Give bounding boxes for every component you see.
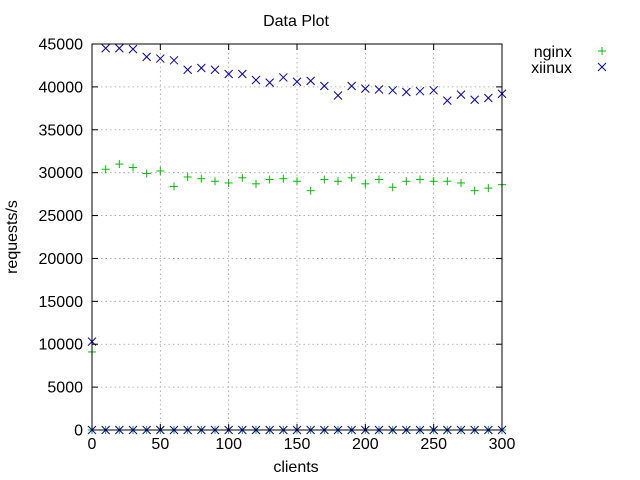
y-tick-label: 40000 — [39, 79, 84, 96]
x-tick-label: 300 — [489, 436, 516, 453]
data-point-xiinux — [183, 65, 193, 75]
data-point-nginx — [320, 175, 329, 184]
data-point-nginx — [293, 177, 301, 186]
y-tick-label: 25000 — [39, 208, 84, 225]
data-point-xiinux — [142, 52, 152, 62]
grid-lines — [92, 44, 502, 430]
data-point-xiinux — [401, 87, 411, 97]
y-tick-label: 30000 — [39, 165, 84, 182]
x-tick-label: 50 — [151, 436, 169, 453]
legend-label: xiinux — [531, 60, 572, 77]
data-point-nginx — [183, 172, 192, 181]
data-point-xiinux — [429, 85, 439, 95]
x-axis-label: clients — [273, 459, 318, 476]
data-point-nginx — [347, 173, 356, 182]
data-point-nginx — [197, 174, 206, 183]
y-tick-label: 35000 — [39, 122, 84, 139]
data-point-nginx — [238, 173, 247, 182]
data-point-xiinux — [415, 86, 425, 96]
data-point-xiinux — [155, 54, 165, 63]
data-point-xiinux — [347, 81, 357, 91]
data-point-xiinux — [306, 76, 316, 86]
data-point-nginx — [224, 178, 233, 187]
data-point-nginx — [443, 177, 452, 186]
x-tick-labels: 0 50 100 150 200 250 300 — [88, 436, 516, 453]
data-point-xiinux — [224, 69, 234, 79]
data-point-xiinux — [114, 43, 124, 53]
x-tick-label: 150 — [284, 436, 311, 453]
data-point-nginx — [470, 186, 479, 195]
data-point-xiinux — [196, 63, 206, 73]
data-point-xiinux — [128, 44, 138, 54]
data-point-xiinux — [237, 69, 247, 79]
x-tick-label: 0 — [88, 436, 97, 453]
data-point-xiinux — [442, 96, 452, 105]
data-point-nginx — [265, 175, 274, 184]
data-point-xiinux — [101, 43, 111, 53]
x-tick-label: 100 — [215, 436, 242, 453]
data-point-xiinux — [470, 95, 480, 105]
data-point-xiinux — [278, 73, 288, 82]
data-point-nginx — [361, 179, 370, 188]
data-point-nginx — [334, 177, 342, 186]
data-point-xiinux — [265, 78, 275, 87]
data-point-nginx — [388, 183, 397, 192]
legend-marker — [597, 62, 607, 72]
legend-label: nginx — [534, 44, 572, 61]
data-point-xiinux — [210, 65, 220, 75]
y-tick-labels: 0 5000 10000 15000 20000 25000 30000 35000 40000… — [39, 37, 84, 440]
axis-ticks — [91, 43, 503, 431]
data-point-xiinux — [456, 90, 466, 99]
data-point-nginx — [101, 165, 110, 174]
plot-frame — [91, 43, 503, 431]
x-tick-label: 200 — [352, 436, 379, 453]
data-point-nginx — [129, 163, 137, 172]
y-tick-label: 15000 — [39, 294, 84, 311]
data-point-xiinux — [319, 81, 329, 91]
data-point-xiinux — [333, 91, 343, 100]
data-point-nginx — [306, 186, 315, 195]
legend-item-nginx: nginx — [534, 44, 606, 61]
data-point-nginx — [402, 177, 411, 186]
data-point-xiinux — [360, 84, 370, 93]
data-point-nginx — [484, 184, 493, 193]
data-point-xiinux — [388, 85, 398, 95]
data-point-nginx — [156, 166, 165, 175]
data-point-nginx — [170, 182, 178, 191]
legend-marker — [598, 47, 606, 55]
data-point-xiinux — [169, 55, 179, 65]
y-tick-label: 45000 — [39, 37, 84, 54]
data-point-xiinux — [251, 75, 261, 85]
data-point-xiinux — [483, 93, 493, 103]
data-point-nginx — [457, 178, 465, 187]
y-tick-label: 5000 — [47, 380, 83, 397]
data-point-nginx — [115, 160, 124, 169]
x-tick-label: 250 — [420, 436, 447, 453]
y-tick-label: 10000 — [39, 337, 84, 354]
y-tick-label: 0 — [74, 423, 83, 440]
data-point-xiinux — [292, 77, 302, 87]
data-point-nginx — [279, 174, 288, 183]
data-point-nginx — [375, 175, 383, 184]
y-axis-label: requests/s — [4, 200, 21, 274]
data-point-nginx — [429, 177, 438, 186]
data-point-nginx — [252, 179, 260, 188]
chart-title: Data Plot — [263, 13, 329, 30]
legend-item-xiinux: xiinux — [531, 60, 607, 77]
data-point-nginx — [211, 177, 219, 186]
data-point-xiinux — [374, 85, 384, 94]
data-point-nginx — [142, 169, 151, 178]
data-point-nginx — [416, 175, 424, 184]
y-tick-label: 20000 — [39, 251, 84, 268]
